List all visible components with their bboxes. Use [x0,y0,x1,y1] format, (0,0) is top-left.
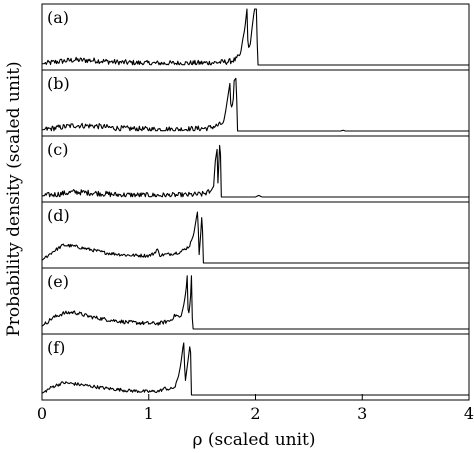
panel-label: (e) [47,272,69,291]
x-axis: 0 1 2 3 4 [37,394,474,423]
density-curve-d [41,211,469,264]
panel-c: (c) [41,135,470,203]
panel-frame [41,333,470,401]
x-tick-label: 2 [250,404,260,423]
panel-d: (d) [41,201,470,269]
x-tick-label: 0 [37,404,47,423]
panel-label: (f) [47,338,65,357]
x-tick-label: 1 [144,404,154,423]
y-axis-label: Probability density (scaled unit) [4,61,24,336]
panels-layer: (a) (b) (c) (d) (e) (f) [41,3,470,401]
panel-b: (b) [41,69,470,137]
density-curve-c [41,144,469,198]
panel-f: (f) [41,333,470,401]
panel-label: (c) [47,140,68,159]
x-tick-label: 4 [464,404,474,423]
panel-frame [41,201,470,269]
density-curve-b [41,77,469,132]
x-tick-label: 3 [357,404,367,423]
panel-label: (b) [47,74,70,93]
panel-label: (d) [47,206,70,225]
density-curve-f [41,342,469,396]
panel-label: (a) [47,8,69,27]
x-axis-label: ρ (scaled unit) [193,430,316,450]
density-curve-a [41,8,469,66]
density-curve-e [41,275,469,330]
panel-a: (a) [41,3,470,71]
panel-e: (e) [41,267,470,335]
panel-frame [41,267,470,335]
